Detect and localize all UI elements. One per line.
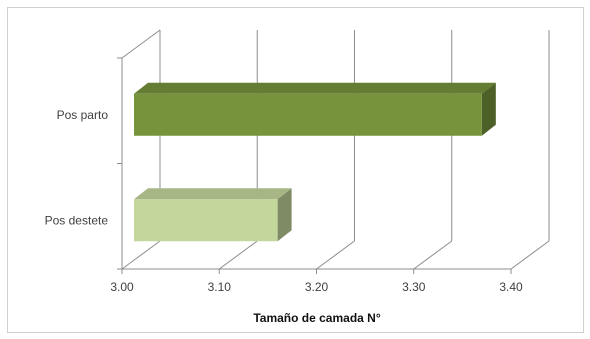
bar-front-face [134, 199, 278, 242]
x-tick-label: 3.10 [208, 280, 232, 294]
x-tick-label: 3.20 [305, 280, 329, 294]
floor-gridline [413, 240, 453, 270]
bars [134, 82, 496, 242]
y-axis-top-edge [121, 29, 161, 59]
x-axis-title: Tamaño de camada N° [253, 311, 380, 325]
bar-side-face [481, 82, 496, 136]
floor-gridline [121, 240, 161, 270]
x-tick-labels: 3.00 3.10 3.20 3.30 3.40 [110, 280, 523, 294]
floor-gridline [218, 240, 258, 270]
axes [117, 29, 512, 274]
floor-gridline [510, 240, 550, 270]
bar-top-face [134, 188, 292, 200]
x-tick-label: 3.30 [402, 280, 426, 294]
bar-front-face [134, 93, 482, 136]
bar-top-face [134, 82, 496, 94]
x-tick-label: 3.40 [499, 280, 523, 294]
category-labels: Pos parto Pos destete [45, 108, 109, 228]
bar-side-face [277, 188, 292, 242]
category-label: Pos parto [57, 108, 109, 122]
bar [134, 82, 496, 136]
bar [134, 188, 292, 242]
floor-gridline [316, 240, 355, 270]
x-tick-label: 3.00 [110, 280, 134, 294]
chart-frame [7, 7, 584, 333]
category-label: Pos destete [45, 213, 109, 227]
